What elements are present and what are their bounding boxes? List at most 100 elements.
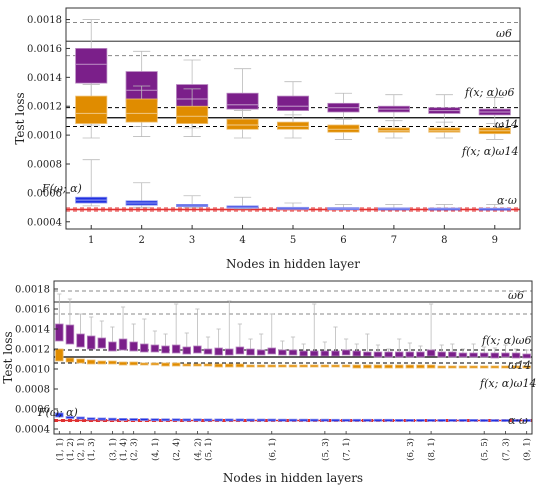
box-f(x; α)ω14 bbox=[125, 98, 158, 123]
plot-frame bbox=[53, 280, 533, 435]
box-f(x; α)ω14 bbox=[320, 364, 330, 368]
box-f(x; α)ω14 bbox=[86, 359, 96, 365]
box-f(x; α)ω6 bbox=[75, 48, 108, 84]
box-F(ω; α) bbox=[161, 418, 170, 422]
box-F(ω; α) bbox=[469, 418, 478, 422]
y-tick-label: 0.0008 bbox=[15, 385, 50, 396]
box-f(x; α)ω6 bbox=[193, 345, 202, 354]
box-f(x; α)ω14 bbox=[75, 95, 108, 124]
x-tick-label: 5 bbox=[290, 235, 296, 246]
box-f(x; α)ω14 bbox=[426, 364, 436, 369]
box-f(x; α)ω14 bbox=[118, 361, 128, 366]
x-tick-label: (9, 1) bbox=[522, 438, 533, 461]
box-f(x; α)ω14 bbox=[276, 121, 310, 130]
x-ticks: (1, 1) (1, 2) (2, 1) (1, 3) (3, 1) (2, 3) (4, … bbox=[54, 431, 533, 461]
box-F(ω; α) bbox=[490, 419, 500, 422]
box-f(x; α)ω14 bbox=[171, 362, 181, 367]
box-f(x; α)ω14 bbox=[193, 363, 202, 367]
box-F(ω; α) bbox=[352, 418, 361, 422]
y-tick-label: 0.0004 bbox=[27, 217, 62, 228]
x-tick-label: (5, 1) bbox=[203, 438, 214, 461]
x-tick-label: 3 bbox=[189, 235, 195, 246]
y-tick-label: 0.0012 bbox=[15, 345, 50, 356]
box-F(ω; α) bbox=[65, 416, 75, 419]
box-f(x; α)ω6 bbox=[97, 337, 107, 349]
box-f(x; α)ω14 bbox=[394, 364, 404, 369]
box-f(x; α)ω6 bbox=[352, 350, 361, 357]
y-tick-label: 0.0006 bbox=[15, 405, 50, 416]
box-f(x; α)ω6 bbox=[405, 351, 415, 358]
box-f(x; α)ω14 bbox=[97, 360, 107, 365]
box-f(x; α)ω14 bbox=[225, 363, 234, 368]
box-f(x; α)ω14 bbox=[331, 364, 340, 368]
bottom-chart: 0.0004 0.0006 0.0008 0.0010 0.0012 0.0014 0.00… bbox=[1, 280, 536, 485]
annotation-f-omega14: f(x; α)ω14 bbox=[461, 145, 518, 158]
box-f(x; α)ω6 bbox=[226, 92, 259, 110]
y-tick-label: 0.0018 bbox=[15, 285, 50, 296]
x-tick-label: (2, 4) bbox=[171, 438, 182, 461]
box-F(ω; α) bbox=[448, 418, 457, 422]
y-tick-label: 0.0004 bbox=[15, 425, 50, 436]
y-ticks: 0.0004 0.0006 0.0008 0.0010 0.0012 0.0014 0.00… bbox=[15, 285, 58, 436]
box-F(ω; α) bbox=[55, 412, 64, 418]
annotation-F-omega: F(ω; α) bbox=[41, 182, 82, 195]
annotation-f-omega6: f(x; α)ω6 bbox=[481, 334, 531, 347]
annotation-omega6: ω6 bbox=[496, 27, 512, 40]
box-marks bbox=[75, 19, 511, 211]
box-f(x; α)ω6 bbox=[490, 352, 500, 359]
box-F(ω; α) bbox=[384, 418, 393, 422]
annotation-omega14: ω14 bbox=[508, 359, 531, 372]
x-tick-label: (1, 3) bbox=[86, 438, 97, 461]
box-f(x; α)ω6 bbox=[288, 349, 298, 356]
box-F(ω; α) bbox=[310, 418, 319, 422]
box-f(x; α)ω14 bbox=[150, 362, 160, 366]
box-f(x; α)ω6 bbox=[341, 349, 351, 356]
box-marks bbox=[55, 293, 531, 422]
box-f(x; α)ω14 bbox=[469, 365, 478, 369]
box-f(x; α)ω14 bbox=[214, 363, 223, 368]
x-tick-label: (2, 1) bbox=[76, 438, 87, 461]
box-F(ω; α) bbox=[76, 416, 85, 420]
x-tick-label: (6, 3) bbox=[405, 438, 416, 461]
x-tick-label: 8 bbox=[441, 235, 447, 246]
box-F(ω; α) bbox=[235, 418, 245, 422]
box-f(x; α)ω6 bbox=[278, 349, 287, 356]
box-f(x; α)ω6 bbox=[140, 343, 149, 353]
box-f(x; α)ω6 bbox=[118, 338, 128, 351]
box-f(x; α)ω6 bbox=[511, 352, 521, 359]
x-tick-label: (8, 1) bbox=[426, 438, 437, 461]
box-f(x; α)ω6 bbox=[276, 95, 310, 111]
x-tick-label: 1 bbox=[88, 235, 94, 246]
box-f(x; α)ω14 bbox=[226, 118, 259, 130]
x-tick-label: (1, 2) bbox=[65, 438, 76, 461]
x-tick-label: 7 bbox=[391, 235, 397, 246]
box-F(ω; α) bbox=[373, 418, 383, 422]
x-tick-label: (5, 5) bbox=[479, 438, 490, 461]
box-f(x; α)ω14 bbox=[511, 365, 521, 369]
box-f(x; α)ω14 bbox=[479, 365, 489, 369]
box-F(ω; α) bbox=[479, 419, 489, 422]
box-f(x; α)ω6 bbox=[437, 351, 446, 358]
box-f(x; α)ω6 bbox=[310, 350, 319, 357]
box-f(x; α)ω6 bbox=[55, 323, 64, 342]
box-F(ω; α) bbox=[363, 418, 372, 422]
box-f(x; α)ω6 bbox=[363, 351, 372, 357]
y-tick-label: 0.0012 bbox=[27, 102, 62, 113]
box-f(x; α)ω14 bbox=[373, 364, 383, 369]
box-f(x; α)ω14 bbox=[377, 127, 410, 133]
annotation-alpha-omega: α·ω bbox=[508, 414, 528, 427]
box-f(x; α)ω6 bbox=[86, 335, 96, 350]
box-f(x; α)ω6 bbox=[448, 351, 457, 358]
annotation-F-omega: F(ω; α) bbox=[37, 406, 78, 419]
y-tick-label: 0.0014 bbox=[15, 325, 50, 336]
box-F(ω; α) bbox=[118, 417, 128, 421]
annotation-omega14: ω14 bbox=[495, 118, 518, 131]
box-F(ω; α) bbox=[193, 418, 202, 422]
box-f(x; α)ω6 bbox=[267, 347, 276, 355]
box-f(x; α)ω6 bbox=[108, 341, 117, 352]
box-f(x; α)ω14 bbox=[352, 364, 361, 369]
box-F(ω; α) bbox=[341, 418, 351, 422]
box-f(x; α)ω14 bbox=[203, 363, 213, 367]
annotation-f-omega6: f(x; α)ω6 bbox=[464, 86, 514, 99]
